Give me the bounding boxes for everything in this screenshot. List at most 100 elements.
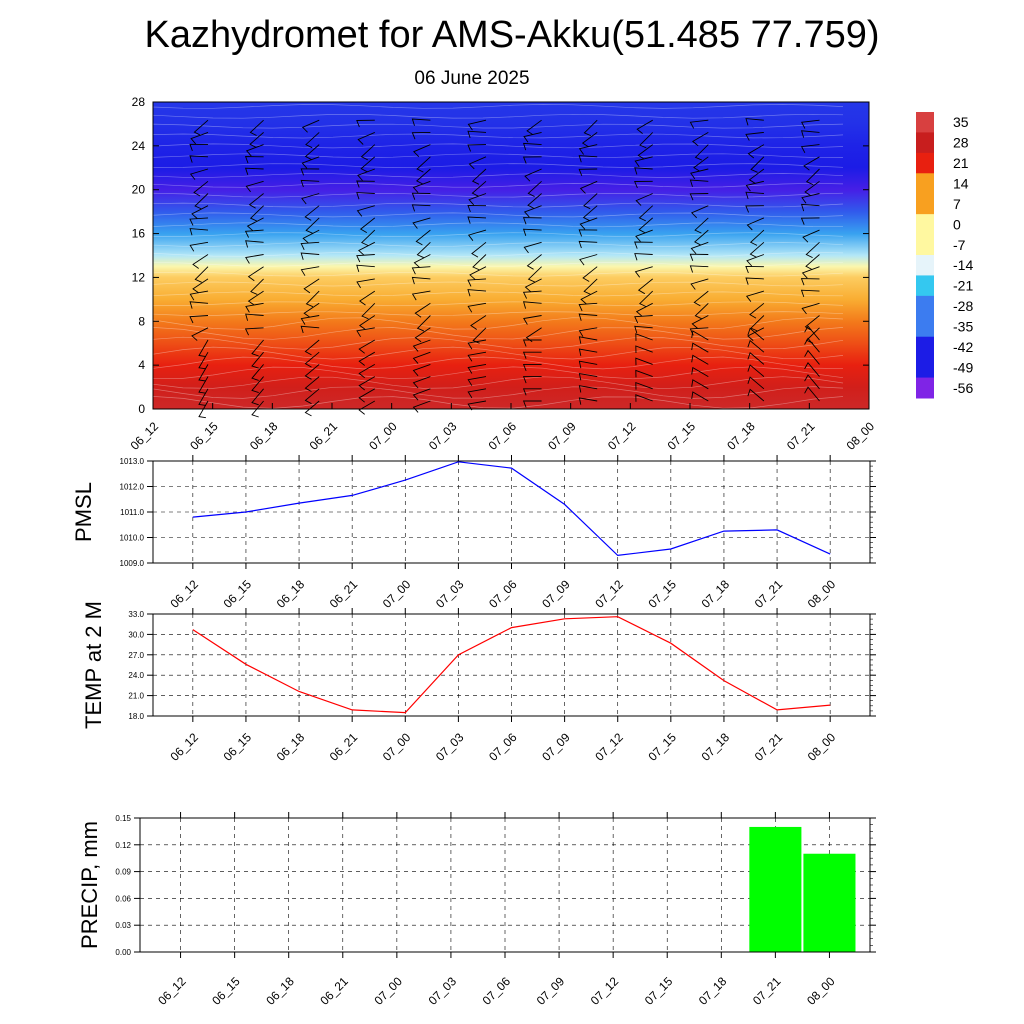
- series-line: [192, 616, 831, 714]
- y-tick-label: 1012.0: [120, 483, 145, 492]
- x-tick-label: 07_18: [699, 730, 733, 764]
- contour-lines: [152, 104, 844, 409]
- y-tick-label: 24: [132, 139, 146, 153]
- chart-subtitle: 06 June 2025: [414, 68, 530, 89]
- wind-barbs: [189, 118, 820, 419]
- x-tick-label: 07_21: [784, 419, 818, 453]
- colorbar-label: 0: [953, 216, 961, 232]
- x-tick-label: 06_21: [317, 974, 351, 1008]
- x-tick-label: 07_21: [752, 730, 786, 764]
- x-tick-label: 07_03: [426, 974, 460, 1008]
- x-tick-label: 06_12: [167, 730, 201, 764]
- precip-panel: 0.00 0.03 0.06 0.09 0.12 0.15 06_12 06_15 06_18 0…: [77, 812, 876, 1008]
- colorbar-label: -14: [953, 257, 973, 273]
- colorbar-label: -49: [953, 359, 973, 375]
- x-tick-label: 07_03: [426, 419, 460, 453]
- precip-bar: [803, 853, 856, 952]
- x-tick-label: 07_15: [645, 730, 679, 764]
- x-tick-label: 06_12: [128, 419, 162, 453]
- x-tick-label: 06_21: [327, 730, 361, 764]
- colorbar-swatch: [916, 377, 934, 399]
- colorbar-swatch: [916, 357, 934, 379]
- x-tick-label: 08_00: [805, 730, 839, 764]
- colorbar-swatch: [916, 173, 934, 195]
- colorbar-label: 21: [953, 155, 969, 171]
- x-tick-label: 07_03: [433, 577, 467, 611]
- x-tick-label: 08_00: [844, 419, 878, 453]
- x-tick-label: 07_06: [486, 419, 520, 453]
- x-tick-label: 07_00: [380, 577, 414, 611]
- y-tick-label: 0: [138, 402, 145, 416]
- y-tick-label: 0.09: [115, 868, 131, 877]
- y-tick-label: 1013.0: [120, 457, 145, 466]
- colorbar-label: -21: [953, 278, 973, 294]
- x-tick-label: 07_12: [605, 419, 639, 453]
- y-tick-label: 30.0: [128, 630, 144, 639]
- x-tick-label: 07_00: [380, 730, 414, 764]
- x-tick-label: 07_15: [665, 419, 699, 453]
- colorbar-swatch: [916, 193, 934, 215]
- y-axis-label: TEMP at 2 M: [81, 601, 106, 729]
- colorbar-label: 7: [953, 196, 961, 212]
- colorbar-swatch: [916, 214, 934, 236]
- x-tick-label: 07_00: [371, 974, 405, 1008]
- x-tick-label: 06_15: [187, 419, 221, 453]
- y-tick-label: 0.12: [115, 841, 131, 850]
- cross-section-panel: 0 4 8 12 16 20 24 28 06_12 06_15 06_18 06_21 07_00 07…: [128, 95, 878, 453]
- colorbar-swatch: [916, 152, 934, 174]
- colorbar-swatch: [916, 112, 934, 133]
- colorbar-label: 28: [953, 135, 969, 151]
- colorbar-label: -7: [953, 237, 966, 253]
- x-tick-label: 06_21: [307, 419, 341, 453]
- x-tick-label: 08_00: [804, 974, 838, 1008]
- x-tick-label: 08_00: [805, 577, 839, 611]
- y-tick-label: 0.03: [115, 921, 131, 930]
- pmsl-panel: 1009.0 1010.0 1011.0 1012.0 1013.0 06_12 06_15…: [71, 455, 876, 611]
- colorbar-swatch: [916, 255, 934, 276]
- y-tick-label: 1010.0: [120, 534, 145, 543]
- colorbar-swatch: [916, 275, 934, 297]
- precip-bar: [749, 826, 802, 952]
- colorbar-swatch: [916, 132, 934, 154]
- colorbar-label: 35: [953, 114, 969, 130]
- x-tick-label: 07_12: [592, 730, 626, 764]
- x-tick-label: 07_09: [545, 419, 579, 453]
- colorbar-label: 14: [953, 176, 969, 192]
- x-tick-label: 06_18: [247, 419, 281, 453]
- x-tick-label: 07_21: [752, 577, 786, 611]
- x-tick-label: 06_15: [209, 974, 243, 1008]
- x-tick-label: 06_12: [155, 974, 189, 1008]
- x-tick-label: 07_18: [696, 974, 730, 1008]
- x-tick-label: 06_21: [327, 577, 361, 611]
- colorbar-label: -35: [953, 319, 973, 335]
- y-tick-label: 33.0: [128, 610, 144, 619]
- x-tick-label: 07_06: [486, 577, 520, 611]
- series-line: [192, 461, 831, 557]
- x-tick-label: 06_18: [274, 577, 308, 611]
- y-tick-label: 24.0: [128, 671, 144, 680]
- colorbar-swatch: [916, 295, 934, 317]
- x-tick-label: 06_15: [221, 730, 255, 764]
- y-tick-label: 18.0: [128, 712, 144, 721]
- y-tick-label: 16: [132, 227, 146, 241]
- x-tick-label: 07_21: [750, 974, 784, 1008]
- x-tick-label: 07_09: [539, 577, 573, 611]
- x-tick-label: 07_06: [486, 730, 520, 764]
- colorbar-swatch: [916, 336, 934, 358]
- y-tick-label: 1009.0: [120, 559, 145, 568]
- x-tick-label: 07_18: [699, 577, 733, 611]
- y-tick-label: 0.15: [115, 814, 131, 823]
- x-tick-label: 06_18: [263, 974, 297, 1008]
- y-tick-label: 1011.0: [120, 508, 144, 517]
- y-axis-label: PMSL: [71, 482, 96, 542]
- colorbar-label: -42: [953, 339, 973, 355]
- y-axis-label: PRECIP, mm: [77, 821, 102, 949]
- chart-title: Kazhydromet for AMS-Akku(51.485 77.759): [144, 14, 880, 56]
- colorbar-swatch: [916, 316, 934, 338]
- y-tick-label: 0.06: [115, 894, 131, 903]
- x-tick-label: 07_12: [592, 577, 626, 611]
- y-tick-label: 21.0: [128, 692, 144, 701]
- y-tick-label: 20: [132, 183, 146, 197]
- colorbar-label: -28: [953, 298, 973, 314]
